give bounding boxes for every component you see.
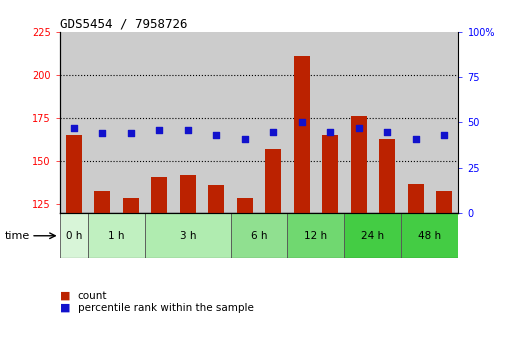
Text: percentile rank within the sample: percentile rank within the sample [78, 303, 254, 313]
Bar [66, 136, 82, 213]
Text: 6 h: 6 h [251, 231, 267, 241]
Bar [259, 32, 287, 213]
Point [126, 131, 135, 136]
Text: ■: ■ [60, 291, 70, 301]
Bar [180, 175, 196, 213]
Text: 1 h: 1 h [108, 231, 125, 241]
Bar [145, 213, 231, 258]
Bar [344, 213, 401, 258]
Bar [123, 198, 139, 213]
Bar [202, 32, 231, 213]
Bar [401, 213, 458, 258]
Text: 48 h: 48 h [419, 231, 441, 241]
Text: 3 h: 3 h [180, 231, 196, 241]
Bar [351, 116, 367, 213]
Point [440, 132, 449, 138]
Bar [60, 213, 88, 258]
Bar [88, 213, 145, 258]
Point [354, 125, 363, 131]
Bar [231, 213, 287, 258]
Bar [60, 32, 88, 213]
Bar [151, 177, 167, 213]
Bar [265, 149, 281, 213]
Point [212, 132, 221, 138]
Bar [88, 32, 117, 213]
Text: ■: ■ [60, 303, 70, 313]
Point [297, 120, 306, 125]
Point [183, 127, 192, 132]
Point [383, 129, 392, 135]
Bar [174, 32, 202, 213]
Bar [344, 32, 373, 213]
Bar [322, 136, 338, 213]
Bar [287, 213, 344, 258]
Bar [373, 32, 401, 213]
Bar [287, 32, 316, 213]
Bar [430, 32, 458, 213]
Text: count: count [78, 291, 107, 301]
Point [411, 136, 420, 142]
Text: 0 h: 0 h [66, 231, 82, 241]
Point [98, 131, 107, 136]
Point [69, 125, 78, 131]
Bar [436, 191, 452, 213]
Bar [231, 32, 259, 213]
Point [240, 136, 249, 142]
Point [326, 129, 335, 135]
Bar [208, 185, 224, 213]
Point [269, 129, 278, 135]
Bar [401, 32, 430, 213]
Bar [294, 56, 310, 213]
Text: GDS5454 / 7958726: GDS5454 / 7958726 [60, 18, 187, 31]
Bar [117, 32, 145, 213]
Point [155, 127, 164, 132]
Bar [408, 184, 424, 213]
Bar [379, 139, 395, 213]
Bar [145, 32, 174, 213]
Text: 24 h: 24 h [362, 231, 384, 241]
Bar [316, 32, 344, 213]
Bar [237, 198, 253, 213]
Bar [94, 191, 110, 213]
Text: 12 h: 12 h [305, 231, 327, 241]
Text: time: time [5, 231, 31, 241]
